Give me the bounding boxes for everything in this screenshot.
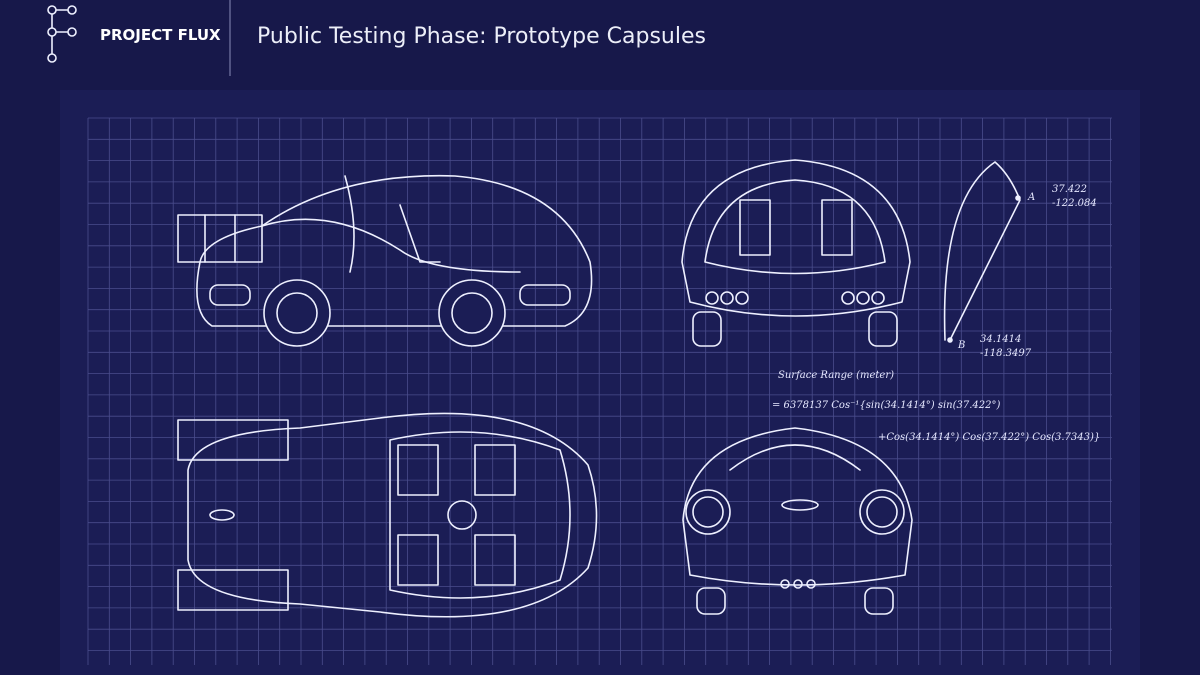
formula-heading: Surface Range (meter) [778,370,894,381]
brand: PROJECT FLUX [100,26,221,44]
side-view [177,174,593,347]
page-title: Public Testing Phase: Prototype Capsules [257,24,706,49]
point-a-label: A [1027,192,1035,203]
front-view [681,159,911,347]
top-view [177,412,598,618]
formula-line-1: = 6378137 Cos⁻¹{sin(34.1414°) sin(37.422… [772,400,1000,411]
point-b-label: B [957,340,965,351]
trajectory [943,161,1021,343]
point-b-lon: -118.3497 [980,348,1032,359]
grid [87,117,1112,665]
formula-line-2: +Cos(34.1414°) Cos(37.422°) Cos(3.7343)} [878,432,1100,443]
logo [47,5,77,63]
rear-view [682,427,913,615]
point-b-lat: 34.1414 [980,334,1021,345]
point-a-lon: -122.084 [1052,198,1097,209]
blueprint-panel [60,90,1140,675]
point-a-lat: 37.422 [1052,184,1087,195]
